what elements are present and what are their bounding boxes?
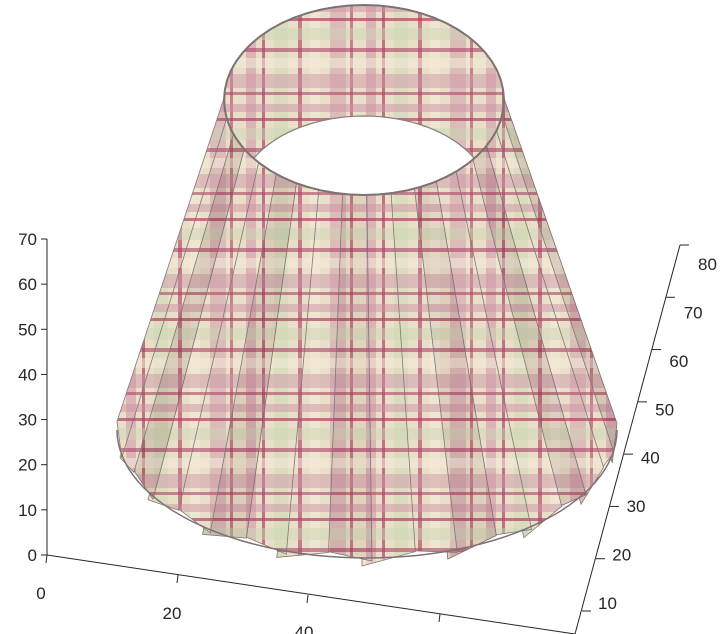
y-tick-label: 60 <box>669 352 688 371</box>
y-tick-label: 50 <box>655 400 674 419</box>
surface-panel-shade <box>409 181 497 560</box>
z-tick-label: 0 <box>28 546 37 565</box>
x-tick <box>438 613 441 623</box>
z-tick-label: 60 <box>18 275 37 294</box>
y-axis-line <box>574 244 681 634</box>
x-tick <box>176 574 179 584</box>
surface-panel-shade <box>117 98 227 458</box>
z-tick-label: 50 <box>18 320 37 339</box>
surface-panel-shade <box>469 145 586 509</box>
y-tick-label: 20 <box>612 546 631 565</box>
surface-panel-shade <box>237 181 319 555</box>
x-tick-label: 0 <box>36 584 45 603</box>
surface-panel-shade <box>451 159 562 538</box>
z-tick-label: 20 <box>18 456 37 475</box>
x-tick-label: 40 <box>295 623 314 634</box>
surface-panel-shade <box>501 98 617 463</box>
z-tick-label: 70 <box>18 230 37 249</box>
x-axis-line <box>46 554 576 634</box>
y-tick-label: 80 <box>698 255 717 274</box>
bottom-rim <box>116 429 618 559</box>
x-tick-label: 20 <box>163 604 182 623</box>
axes <box>41 238 689 634</box>
surface-panel-shade <box>172 159 277 533</box>
y-tick-label: 30 <box>627 497 646 516</box>
x-tick <box>306 594 309 604</box>
surface-panel-shade <box>494 114 614 471</box>
y-tick-label: 40 <box>641 449 660 468</box>
z-tick-label: 40 <box>18 365 37 384</box>
surface-panel-shade <box>148 145 259 511</box>
z-tick-label: 30 <box>18 411 37 430</box>
surface-panel-shade <box>130 130 245 500</box>
frustum-surface <box>116 3 618 567</box>
surface-panel-shade <box>483 130 604 505</box>
tick-labels: 0 10 20 30 40 50 60 70 0 20 40 10 20 30 40 50 60 70 80 <box>18 230 717 634</box>
surface-panel-shade <box>431 171 532 537</box>
top-rim <box>222 3 505 197</box>
surface-panel-shade <box>120 114 234 473</box>
surface-panel-shade <box>361 193 416 566</box>
x-tick <box>45 554 48 564</box>
y-tick-label: 10 <box>598 594 617 613</box>
z-tick-label: 10 <box>18 501 37 520</box>
y-tick-label: 70 <box>684 303 703 322</box>
